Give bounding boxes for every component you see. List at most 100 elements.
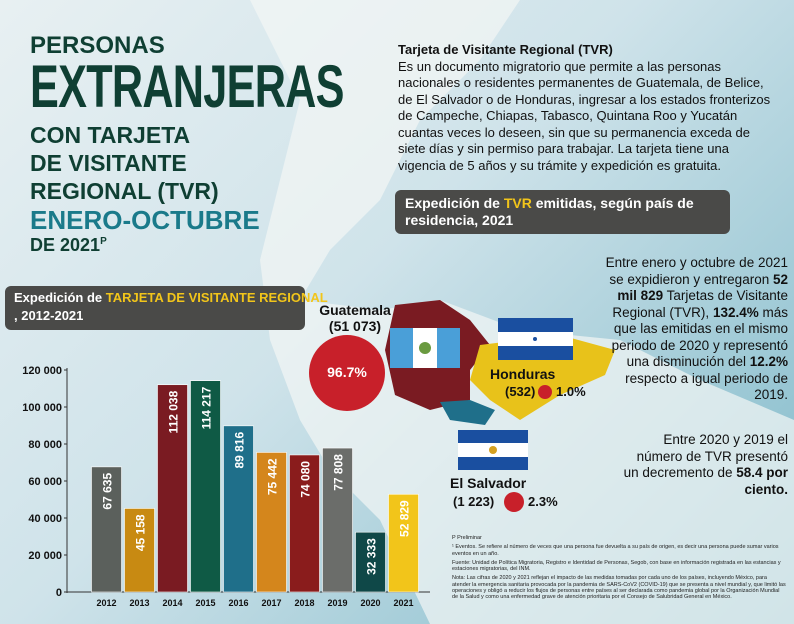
x-tick-label: 2014 (162, 598, 182, 608)
stats-paragraph: Entre enero y octubre de 2021 se expidie… (588, 255, 788, 404)
value-label: 67 635 (101, 473, 115, 510)
value-label: 75 442 (266, 458, 280, 495)
value-label: 89 816 (233, 432, 247, 469)
text: Entre enero y octubre de 2021 se expidie… (605, 255, 788, 287)
x-tick-label: 2017 (261, 598, 281, 608)
flag-emblem (489, 446, 497, 454)
x-tick-label: 2018 (294, 598, 314, 608)
y-tick-label: 20 000 (28, 550, 62, 562)
flag-stripe (458, 430, 528, 443)
text: , 2012-2021 (14, 308, 83, 323)
text: 12.2% (749, 354, 788, 369)
percent-bubble (309, 335, 385, 411)
land (250, 0, 794, 624)
y-tick-label: 60 000 (28, 476, 62, 488)
text: más que las emitidas en el mismo periodo… (611, 304, 788, 370)
country-name: Guatemala (319, 302, 391, 318)
country-count: (532) (505, 384, 536, 399)
text: TVR (503, 195, 532, 211)
y-tick-label: 0 (56, 587, 62, 599)
bar (91, 466, 122, 593)
chart-title: , 2012-2021 (14, 308, 83, 323)
value-label: 114 217 (200, 386, 214, 429)
country-count: (51 073) (328, 318, 382, 334)
x-tick-label: 2012 (96, 598, 116, 608)
country-box-title: Expedición de TVR emitidas, según país d… (405, 195, 725, 229)
percent-bubble (538, 385, 552, 399)
header-date: ENERO-OCTUBRE (30, 205, 260, 235)
bar (223, 425, 254, 593)
header-main: EXTRANJERAS (30, 53, 344, 120)
percent-bubble (504, 492, 524, 512)
description-text: Es un documento migratorio que permite a… (398, 58, 771, 173)
text: TARJETA DE VISITANTE REGIONAL (106, 290, 328, 305)
footnote: P Preliminar (452, 535, 482, 541)
x-tick-label: 2016 (228, 598, 248, 608)
header-line: PERSONAS (30, 32, 165, 59)
text: Entre 2020 y 2019 el número de TVR prese… (623, 432, 788, 480)
x-tick-label: 2019 (327, 598, 347, 608)
value-label: 112 038 (167, 390, 181, 433)
footnote: ¹ Eventos. Se refiere al número de veces… (452, 544, 779, 557)
country-percent: 1.0% (556, 384, 586, 399)
text: 58.4 por ciento. (736, 465, 788, 497)
y-tick-label: 120 000 (22, 365, 62, 377)
x-tick-label: 2013 (129, 598, 149, 608)
x-tick-label: 2021 (393, 598, 413, 608)
value-label: 32 333 (365, 538, 379, 575)
text: 52 mil 829 (617, 271, 788, 304)
header-line: DE 2021 (30, 235, 101, 255)
value-label: 77 808 (332, 454, 346, 491)
bar (190, 380, 221, 593)
flag-emblem (419, 342, 431, 354)
text: Expedición de (14, 290, 106, 305)
value-label: 52 829 (398, 500, 412, 537)
flag-stripe (498, 346, 573, 360)
text: Expedición de (405, 195, 504, 211)
y-tick-label: 100 000 (22, 402, 62, 414)
text: emitidas, según país de residencia, 2021 (405, 195, 694, 228)
footnote: Nota: Las cifras de 2020 y 2021 reflejan… (452, 575, 786, 601)
stats-paragraph: Entre 2020 y 2019 el número de TVR prese… (618, 432, 788, 498)
bar (256, 452, 287, 593)
flag-star (533, 337, 537, 341)
country-percent: 96.7% (327, 364, 367, 380)
chart-title: Expedición de TARJETA DE VISITANTE REGIO… (14, 290, 328, 305)
header-line: DE VISITANTE (30, 150, 187, 176)
value-label: 74 080 (299, 461, 313, 498)
bar (124, 508, 155, 593)
country-name: Honduras (490, 366, 556, 382)
y-tick-label: 80 000 (28, 439, 62, 451)
bar (157, 384, 188, 593)
text: respecto a igual periodo de 2019. (625, 370, 788, 403)
bar (355, 531, 386, 593)
description-heading: Tarjeta de Visitante Regional (TVR) (398, 42, 613, 57)
x-tick-label: 2020 (360, 598, 380, 608)
header-line: REGIONAL (TVR) (30, 178, 219, 204)
flag-stripe (498, 318, 573, 332)
bar (322, 447, 353, 593)
bar (289, 454, 320, 593)
x-tick-label: 2015 (195, 598, 215, 608)
country-box (395, 190, 730, 234)
footnote: Fuente: Unidad de Política Migratoria, R… (452, 559, 781, 573)
flag-stripe (458, 457, 528, 470)
country-label: Guatemala (51 073) (315, 302, 395, 334)
text: Tarjetas de Visitante Regional (TVR), (612, 288, 788, 320)
footnotes: P Preliminar ¹ Eventos. Se refiere al nú… (452, 535, 787, 601)
country-name: El Salvador (450, 475, 527, 491)
chart-title-box (5, 286, 305, 330)
superscript: P (100, 236, 107, 247)
country-count: (1 223) (453, 494, 495, 509)
y-tick-label: 40 000 (28, 513, 62, 525)
value-label: 45 158 (134, 514, 148, 551)
flag-stripe (437, 328, 460, 368)
description: Tarjeta de Visitante Regional (TVR) Es u… (398, 42, 773, 174)
text: 132.4% (712, 304, 759, 320)
bar (388, 493, 419, 593)
flag-stripe (390, 328, 413, 368)
header-year: DE 2021P (30, 235, 107, 256)
